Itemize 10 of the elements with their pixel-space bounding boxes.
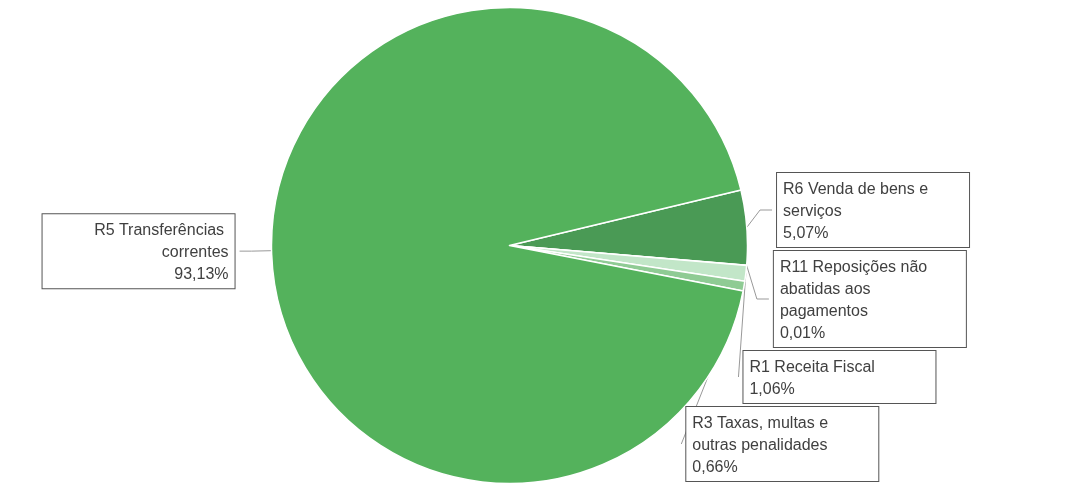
data-label: 0,66% <box>692 457 738 475</box>
data-label: 0,01% <box>779 323 826 341</box>
slice-label: R11 Reposições não abatidas aos pagamentos <box>779 257 932 319</box>
data-label: 5,07% <box>783 223 829 241</box>
slice-label: R3 Taxas, multas e outras penalidades <box>692 413 833 453</box>
slice-label: R6 Venda de bens e serviços <box>783 179 933 219</box>
data-label: 1,06% <box>749 379 795 397</box>
slice-label: R1 Receita Fiscal <box>749 357 875 375</box>
slice-label: R5 Transferências correntes <box>94 220 229 260</box>
data-label: 93,13% <box>174 264 229 282</box>
